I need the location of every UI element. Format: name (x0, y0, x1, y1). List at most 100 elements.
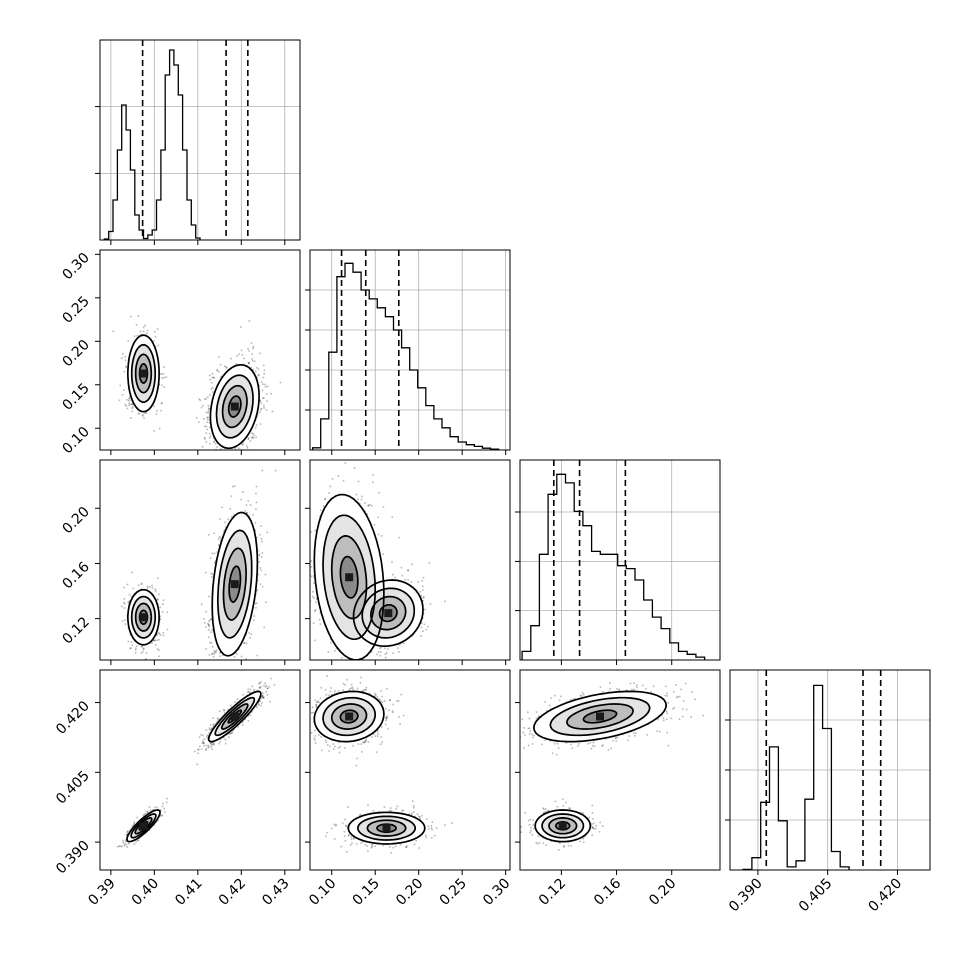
scatter-point (200, 603, 203, 606)
scatter-point (121, 394, 124, 396)
scatter-point (156, 598, 159, 601)
contour-2-1 (130, 595, 157, 639)
scatter-point (131, 406, 134, 408)
scatter-point (240, 655, 243, 658)
scatter-point (146, 810, 148, 813)
scatter-point (145, 332, 148, 335)
scatter-point (258, 704, 260, 706)
scatter-point (208, 623, 210, 626)
scatter-point (262, 376, 265, 379)
scatter-point (121, 357, 123, 359)
contour-1-2 (211, 511, 259, 657)
scatter-point (255, 424, 258, 426)
scatter-point (214, 561, 216, 564)
scatter-point (133, 821, 135, 823)
scatter-point (215, 723, 217, 725)
scatter-point (133, 822, 136, 825)
scatter-point (256, 654, 259, 657)
scatter-point (159, 615, 162, 618)
scatter-point (255, 370, 257, 373)
scatter-point (262, 364, 265, 367)
histogram-2 (311, 262, 500, 450)
scatter-point (210, 742, 212, 745)
scatter-point (130, 403, 132, 406)
scatter-point (233, 514, 235, 516)
scatter-point (202, 741, 204, 744)
scatter-point (161, 814, 164, 817)
scatter-point (245, 633, 248, 636)
scatter-point (123, 370, 126, 373)
scatter-point (156, 639, 158, 642)
scatter-point (129, 647, 131, 650)
scatter-point (131, 410, 134, 413)
scatter-point (160, 402, 163, 405)
density-peak-2 (230, 580, 239, 589)
scatter-point (266, 694, 269, 696)
scatter-point (206, 421, 209, 424)
scatter-point (257, 374, 260, 376)
density-peak-1 (139, 613, 148, 622)
scatter-point (130, 399, 132, 401)
scatter-point (144, 658, 147, 660)
scatter-point (253, 690, 256, 692)
scatter-point (274, 469, 277, 472)
scatter-point (209, 619, 211, 621)
scatter-point (254, 530, 256, 532)
scatter-point (148, 829, 151, 831)
scatter-point (210, 746, 212, 748)
scatter-point (156, 806, 159, 809)
scatter-point (207, 623, 209, 625)
scatter-point (124, 359, 127, 362)
histogram-panel-2 (305, 249, 511, 455)
scatter-point (256, 415, 259, 418)
contour-4-2 (228, 565, 242, 603)
scatter-point (159, 634, 162, 636)
scatter-point (223, 664, 225, 666)
scatter-point (249, 504, 252, 506)
density-panel-1-3 (95, 459, 301, 691)
scatter-point (219, 540, 222, 542)
scatter-point (203, 738, 206, 740)
scatter-point (127, 601, 129, 604)
scatter-point (160, 409, 162, 412)
scatter-point (233, 656, 236, 658)
scatter-point (161, 384, 163, 387)
scatter-point (226, 662, 228, 664)
scatter-point (246, 445, 248, 447)
scatter-point (227, 518, 229, 521)
scatter-point (198, 748, 200, 751)
scatter-point (165, 801, 168, 804)
scatter-point (131, 403, 134, 405)
scatter-point (215, 451, 217, 453)
scatter-point (211, 373, 214, 375)
scatter-point (247, 500, 250, 502)
scatter-point (119, 845, 122, 847)
scatter-point (196, 763, 198, 766)
scatter-point (212, 391, 214, 393)
scatter-point (208, 620, 210, 623)
scatter-point (193, 750, 196, 753)
histogram-panel-1 (95, 39, 301, 245)
scatter-point (203, 745, 205, 747)
scatter-point (215, 649, 218, 652)
scatter-point (223, 662, 225, 664)
scatter-point (204, 398, 206, 400)
scatter-point (158, 638, 160, 641)
scatter-point (230, 495, 233, 497)
scatter-point (130, 417, 132, 419)
scatter-point (144, 412, 146, 414)
scatter-point (227, 709, 229, 711)
scatter-point (129, 633, 131, 636)
scatter-point (225, 452, 227, 454)
contour-1-2 (209, 363, 260, 450)
scatter-point (237, 676, 239, 678)
scatter-point (257, 573, 260, 576)
scatter-point (255, 602, 258, 604)
scatter-point (211, 381, 213, 384)
scatter-point (127, 640, 130, 643)
scatter-point (250, 366, 252, 369)
contour-4-2 (227, 395, 242, 418)
scatter-point (153, 824, 156, 826)
scatter-point (206, 689, 208, 691)
scatter-point (206, 416, 208, 419)
